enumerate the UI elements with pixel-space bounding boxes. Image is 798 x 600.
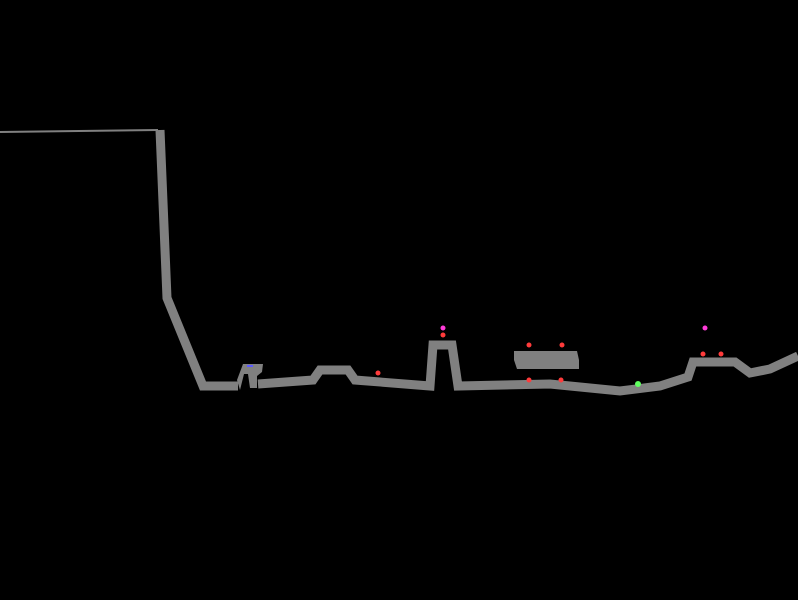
enemy <box>526 377 532 383</box>
pickup <box>440 325 446 331</box>
enemy <box>375 370 381 376</box>
terrain <box>257 340 798 396</box>
enemy <box>558 377 564 383</box>
terrain <box>155 129 238 391</box>
player <box>247 365 253 367</box>
terrain-bump <box>237 364 263 390</box>
pickup <box>702 325 708 331</box>
enemies <box>375 332 724 383</box>
enemy <box>718 351 724 357</box>
ledge-line <box>0 129 159 133</box>
enemy <box>440 332 446 338</box>
enemy <box>526 342 532 348</box>
enemy <box>700 351 706 357</box>
floating-platform <box>514 351 579 369</box>
enemy <box>559 342 565 348</box>
goal <box>635 381 641 387</box>
